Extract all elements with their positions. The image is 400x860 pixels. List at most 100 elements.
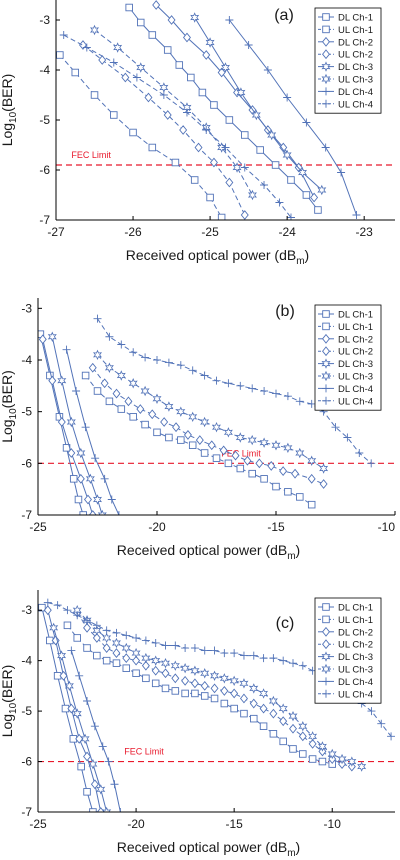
data-point-dl-ch-3 — [66, 416, 76, 428]
data-point-ul-ch-2 — [225, 177, 234, 188]
data-point-dl-ch-1 — [125, 3, 133, 12]
data-point-dl-ch-2 — [57, 417, 66, 427]
data-point-dl-ch-1 — [74, 495, 83, 504]
data-point-dl-ch-1 — [163, 46, 172, 54]
series-line-dl-ch-3 — [53, 627, 108, 812]
data-point-ul-ch-3 — [131, 647, 141, 659]
data-point-ul-ch-1 — [93, 651, 101, 660]
legend-entry-label: UL Ch-1 — [338, 25, 373, 36]
data-point-ul-ch-2 — [194, 142, 203, 153]
data-point-ul-ch-3 — [152, 393, 162, 404]
data-point-ul-ch-2 — [240, 210, 249, 220]
data-point-ul-ch-2 — [112, 388, 121, 399]
data-point-ul-ch-1 — [132, 669, 140, 678]
x-axis-title-subscript: m — [287, 848, 295, 859]
data-point-ul-ch-1 — [63, 621, 72, 630]
x-axis-title-close: ) — [305, 247, 310, 263]
panel-label: (c) — [276, 615, 295, 632]
data-point-ul-ch-1 — [93, 387, 102, 395]
data-point-ul-ch-1 — [56, 51, 64, 59]
x-tick-label: -15 — [225, 817, 243, 831]
data-point-ul-ch-4 — [298, 661, 307, 670]
data-point-ul-ch-2 — [298, 731, 307, 742]
series-line-ul-ch-1 — [67, 625, 333, 765]
data-point-ul-ch-2 — [83, 622, 92, 633]
data-point-ul-ch-3 — [159, 82, 169, 93]
data-point-ul-ch-3 — [90, 24, 100, 36]
x-tick-label: -25 — [29, 520, 47, 534]
data-point-ul-ch-3 — [347, 756, 357, 767]
legend-entry-label: DL Ch-1 — [338, 13, 373, 24]
data-point-dl-ch-3 — [236, 87, 246, 98]
data-point-ul-ch-3 — [357, 761, 367, 772]
data-point-dl-ch-3 — [47, 331, 57, 342]
data-point-ul-ch-2 — [141, 660, 150, 671]
data-point-dl-ch-3 — [57, 375, 67, 386]
data-point-dl-ch-4 — [90, 722, 99, 731]
data-point-ul-ch-4 — [239, 651, 248, 660]
y-tick-label: -6 — [21, 456, 32, 470]
data-point-ul-ch-4 — [181, 644, 190, 653]
legend-swatch-marker — [322, 615, 330, 624]
x-tick-label: -10 — [324, 817, 342, 831]
data-point-ul-ch-1 — [165, 433, 173, 442]
x-tick-label: -25 — [29, 817, 47, 831]
data-point-ul-ch-3 — [136, 62, 146, 73]
y-axis-title: Log10(BER) — [0, 665, 19, 738]
data-point-ul-ch-2 — [231, 450, 240, 461]
data-point-ul-ch-4 — [188, 366, 197, 375]
data-point-ul-ch-2 — [289, 723, 297, 734]
data-point-ul-ch-3 — [278, 703, 288, 714]
data-point-ul-ch-4 — [105, 332, 114, 341]
y-tick-label: -4 — [39, 63, 50, 77]
data-point-ul-ch-4 — [132, 73, 141, 82]
data-point-dl-ch-4 — [91, 454, 100, 463]
data-point-ul-ch-1 — [151, 679, 160, 688]
series-line-ul-ch-2 — [92, 367, 324, 485]
data-point-ul-ch-4 — [236, 381, 245, 390]
data-point-ul-ch-2 — [269, 708, 278, 719]
data-point-ul-ch-2 — [88, 362, 97, 373]
data-point-ul-ch-2 — [124, 396, 133, 407]
legend-swatch-marker — [322, 346, 330, 357]
data-point-dl-ch-3 — [97, 509, 107, 515]
data-point-ul-ch-2 — [163, 110, 172, 120]
data-point-ul-ch-1 — [142, 674, 150, 683]
data-point-dl-ch-4 — [225, 16, 234, 24]
y-axis-title-subscript: 10 — [8, 408, 19, 420]
data-point-ul-ch-4 — [176, 361, 185, 370]
data-point-ul-ch-4 — [387, 732, 395, 741]
legend-entry-label: DL Ch-4 — [338, 677, 373, 688]
data-point-ul-ch-4 — [164, 358, 173, 367]
data-point-ul-ch-3 — [121, 642, 131, 654]
y-tick-label: -3 — [21, 603, 32, 617]
legend-swatch-marker — [322, 677, 330, 686]
legend: DL Ch-1UL Ch-1DL Ch-2 UL Ch-2DL Ch-3 UL Ch… — [314, 7, 382, 114]
data-point-ul-ch-4 — [367, 459, 376, 468]
data-point-ul-ch-1 — [272, 482, 280, 491]
y-axis-title-main: Log — [0, 714, 15, 737]
data-point-dl-ch-4 — [110, 780, 119, 789]
data-point-ul-ch-1 — [210, 694, 219, 703]
data-point-ul-ch-2 — [172, 422, 181, 433]
data-point-ul-ch-4 — [289, 659, 297, 668]
x-axis-title-main: Received optical power (dB — [126, 247, 296, 263]
data-point-dl-ch-1 — [241, 131, 249, 139]
data-point-dl-ch-3 — [93, 494, 102, 505]
data-point-ul-ch-4 — [279, 656, 288, 665]
legend-swatch-marker — [322, 25, 330, 34]
data-point-ul-ch-3 — [116, 370, 126, 381]
data-point-ul-ch-4 — [141, 636, 150, 645]
data-point-dl-ch-4 — [283, 93, 292, 102]
data-point-ul-ch-2 — [190, 678, 199, 689]
data-point-dl-ch-4 — [321, 143, 330, 152]
data-point-ul-ch-2 — [200, 680, 209, 691]
data-point-ul-ch-3 — [337, 753, 347, 765]
fec-limit-label: FEC Limit — [124, 747, 164, 757]
x-axis-title-main: Received optical power (dB — [117, 542, 287, 558]
legend-swatch-marker — [321, 61, 331, 72]
data-point-ul-ch-2 — [291, 468, 300, 479]
fec-limit-label: FEC Limit — [221, 448, 261, 458]
data-point-dl-ch-1 — [175, 61, 184, 69]
data-point-ul-ch-1 — [190, 176, 199, 184]
